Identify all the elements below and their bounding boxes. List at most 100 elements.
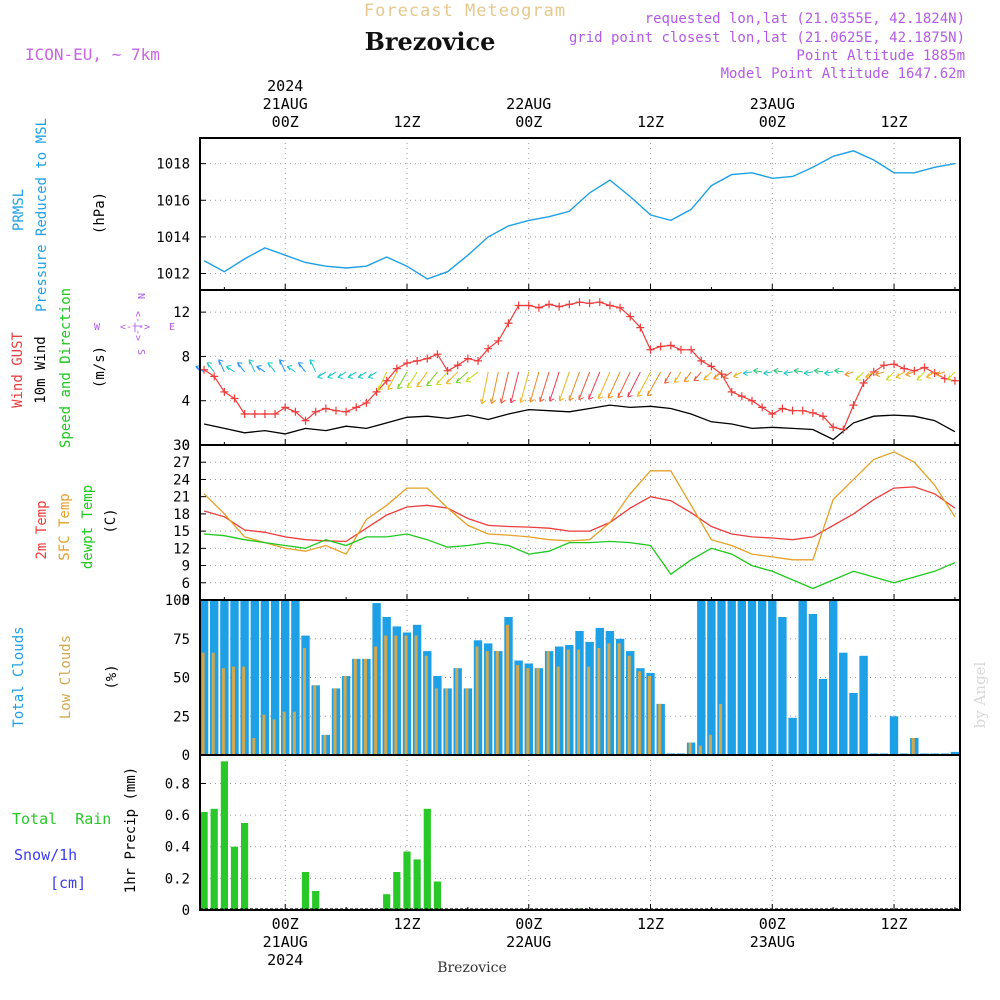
temp-ytick-label: 18 bbox=[173, 507, 190, 523]
wind-arrow-head bbox=[206, 362, 213, 368]
wind-arrow-head bbox=[309, 359, 315, 365]
temp-ytick-label: 21 bbox=[173, 490, 190, 506]
low-cloud-bar bbox=[485, 651, 489, 755]
total-cloud-bar bbox=[737, 600, 746, 755]
wind-arrow-head bbox=[568, 395, 574, 401]
gust-marker bbox=[565, 300, 574, 309]
precip-labels: Total Rain Snow/1h [cm] 1hr Precip (mm) bbox=[12, 767, 139, 893]
wind-arrow-head bbox=[297, 362, 304, 368]
wind-direction-arrow bbox=[578, 371, 591, 400]
total-cloud-bar bbox=[849, 693, 858, 755]
wind-arrow-head bbox=[742, 369, 748, 376]
wind-arrow-head bbox=[627, 391, 633, 398]
total-clouds-label: Total Clouds bbox=[11, 626, 27, 727]
wind-arrow-head bbox=[529, 397, 535, 403]
gust-marker bbox=[747, 396, 756, 405]
point-altitude: Point Altitude 1885m bbox=[796, 48, 965, 64]
wind-arrow-head bbox=[337, 373, 343, 379]
total-cloud-bar bbox=[829, 600, 838, 755]
wind-direction-arrow bbox=[935, 371, 945, 376]
gust-marker bbox=[281, 403, 290, 412]
gust-marker bbox=[392, 364, 401, 373]
gust-marker bbox=[321, 404, 330, 413]
bottom-time-label: 22AUG bbox=[506, 933, 551, 951]
wind-direction-arrow bbox=[804, 371, 813, 374]
wind-arrow-head bbox=[646, 390, 653, 397]
wind-arrow-head bbox=[844, 371, 850, 377]
wind-arrow-head bbox=[617, 392, 623, 399]
wind-arrow-head bbox=[256, 365, 262, 371]
compass-rose: N S W E <-|-> <-|-> bbox=[94, 293, 175, 355]
gust-marker bbox=[423, 354, 432, 363]
gust-marker bbox=[230, 394, 239, 403]
wind-arrow-head bbox=[578, 394, 584, 401]
temp-labels: 2m Temp SFC Temp dewpt Temp (C) bbox=[34, 485, 119, 569]
low-cloud-bar bbox=[242, 666, 246, 755]
gust-marker bbox=[413, 356, 422, 365]
total-cloud-bar bbox=[778, 617, 787, 755]
wind-arrow-head bbox=[387, 384, 393, 390]
panels-group: 1012101410161018048123691215182124273002… bbox=[156, 137, 961, 919]
wind-direction-arrow bbox=[377, 371, 388, 391]
gust-marker bbox=[656, 342, 665, 351]
wind-direction-arrow bbox=[445, 371, 459, 384]
wind-arrow-head bbox=[225, 365, 232, 371]
wind-arrow-head bbox=[813, 367, 819, 374]
cloud-labels: Total Clouds Low Clouds (%) bbox=[11, 626, 120, 727]
gust-marker bbox=[494, 336, 503, 345]
low-cloud-bar bbox=[445, 688, 449, 755]
wind-direction-arrow bbox=[646, 371, 662, 397]
clouds-ytick-label: 25 bbox=[173, 709, 190, 725]
gust-marker bbox=[879, 361, 888, 370]
gust-marker bbox=[575, 298, 584, 307]
low-cloud-bar bbox=[303, 648, 306, 755]
low-cloud-bar bbox=[292, 711, 296, 755]
low-cloud-bar bbox=[384, 635, 388, 755]
gust-marker bbox=[210, 372, 219, 381]
model-altitude: Model Point Altitude 1647.62m bbox=[721, 66, 965, 82]
wind-arrow-head bbox=[664, 378, 670, 384]
wind-arrow-head bbox=[406, 382, 413, 389]
gust-marker bbox=[910, 366, 919, 375]
wind-direction-arrow bbox=[753, 370, 763, 373]
gust-marker bbox=[220, 387, 229, 396]
low-cloud-bar bbox=[323, 734, 327, 755]
low-cloud-bar bbox=[708, 734, 712, 755]
gust-marker bbox=[819, 412, 828, 421]
rain-bar bbox=[423, 808, 431, 910]
gust-marker bbox=[402, 359, 411, 368]
clouds-panel: 0 25 50 75 100 bbox=[165, 593, 961, 764]
low-cloud-bar bbox=[262, 714, 266, 755]
top-time-label: 00Z bbox=[759, 113, 786, 131]
wind-arrow-head bbox=[558, 395, 565, 402]
rain-bar bbox=[433, 881, 441, 910]
gust-marker bbox=[443, 366, 452, 375]
wind-arrow-head bbox=[490, 398, 496, 404]
gust-marker bbox=[595, 298, 604, 307]
wind-arrow-head bbox=[267, 362, 273, 368]
low-cloud-bar bbox=[637, 671, 641, 755]
wind-arrow-head bbox=[286, 365, 293, 371]
temp-ytick-label: 9 bbox=[182, 559, 190, 575]
wind-arrow-head bbox=[793, 367, 799, 374]
wind-direction-arrow bbox=[465, 371, 479, 382]
wind-arrow-head bbox=[946, 375, 953, 381]
rain-bar bbox=[210, 808, 218, 910]
wind-arrow-head bbox=[916, 375, 922, 381]
wind-direction-arrow bbox=[763, 371, 773, 374]
wind-arrow-head bbox=[865, 373, 871, 379]
gust-marker bbox=[890, 360, 899, 369]
temp-ytick-label: 30 bbox=[173, 438, 190, 454]
wind-ytick-label: 4 bbox=[182, 394, 190, 410]
footer-station: Brezovice bbox=[437, 960, 507, 976]
temp-ytick-label: 3 bbox=[182, 593, 190, 609]
low-cloud-bar bbox=[546, 651, 550, 755]
gust-marker bbox=[260, 410, 269, 418]
gust-marker bbox=[778, 404, 787, 413]
wind-direction-arrow bbox=[406, 371, 418, 388]
low-cloud-bar bbox=[688, 742, 692, 755]
low-cloud-bar bbox=[617, 643, 621, 755]
low-cloud-bar bbox=[658, 703, 662, 755]
bottom-time-label: 12Z bbox=[880, 915, 907, 933]
gust-marker bbox=[271, 410, 280, 418]
